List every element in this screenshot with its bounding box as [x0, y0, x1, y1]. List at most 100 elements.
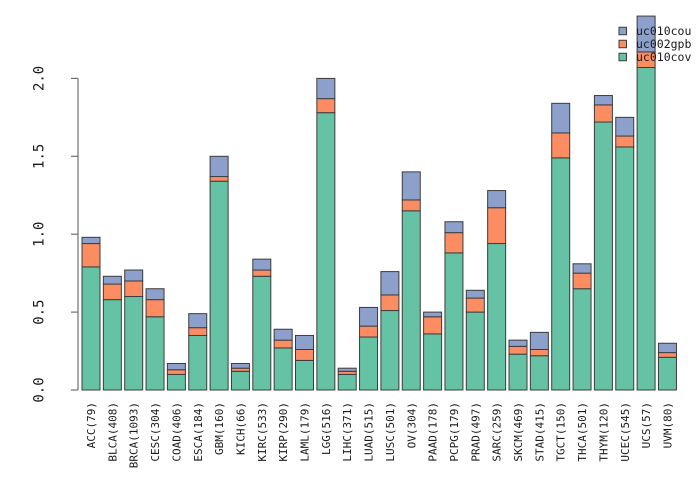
- bar-segment-uc010cou: [615, 116, 635, 137]
- x-category-label: LUSC(501): [384, 402, 397, 462]
- bar-segment-uc010cou: [551, 102, 571, 134]
- x-category-label: KICH(66): [234, 402, 247, 455]
- bar-segment-uc010cou: [465, 289, 485, 299]
- x-category-label: PRAD(497): [469, 402, 482, 462]
- x-category-label: GBM(160): [213, 402, 226, 455]
- bar-segment-uc002gpb: [209, 176, 229, 182]
- x-category-label: PCPG(179): [448, 402, 461, 462]
- bar-segment-uc002gpb: [465, 297, 485, 313]
- x-category-label: BLCA(408): [106, 402, 119, 462]
- bar-segment-uc002gpb: [401, 199, 421, 212]
- x-category-label: CESC(304): [149, 402, 162, 462]
- bar-segment-uc002gpb: [316, 98, 336, 114]
- bar-segment-uc002gpb: [252, 269, 272, 277]
- bar-segment-uc002gpb: [273, 339, 293, 349]
- bar-segment-uc010cov: [401, 210, 421, 391]
- bar-segment-uc010cou: [508, 339, 528, 347]
- bar-segment-uc010cou: [423, 311, 443, 318]
- bar-segment-uc002gpb: [423, 316, 443, 335]
- bar-segment-uc010cov: [145, 316, 165, 391]
- bar-segment-uc002gpb: [188, 327, 208, 336]
- bar-segment-uc002gpb: [529, 348, 549, 357]
- bar-segment-uc010cov: [551, 157, 571, 391]
- y-tick-label: 1.0: [32, 222, 48, 247]
- bar-segment-uc010cou: [529, 331, 549, 350]
- bar-segment-uc002gpb: [359, 325, 379, 338]
- bar-segment-uc010cou: [209, 155, 229, 178]
- legend-label: uc010cou: [636, 24, 691, 38]
- bar-segment-uc010cou: [124, 269, 144, 282]
- bar-segment-uc002gpb: [657, 352, 677, 358]
- bar-segment-uc010cou: [252, 258, 272, 271]
- bar-segment-uc010cou: [230, 363, 250, 369]
- bar-segment-uc010cov: [188, 334, 208, 391]
- x-category-label: UCEC(545): [619, 402, 632, 462]
- x-category-label: KIRC(533): [256, 402, 269, 462]
- bar-segment-uc002gpb: [487, 207, 507, 245]
- bar-segment-uc002gpb: [380, 294, 400, 312]
- bar-segment-uc002gpb: [444, 232, 464, 254]
- x-category-label: BRCA(1093): [128, 402, 141, 468]
- bar-segment-uc010cov: [81, 266, 101, 391]
- x-category-label: OV(304): [405, 402, 418, 448]
- x-category-label: SKCM(469): [512, 402, 525, 462]
- bar-segment-uc002gpb: [166, 369, 186, 375]
- bar-segment-uc010cov: [209, 180, 229, 391]
- bar-segment-uc010cou: [359, 306, 379, 327]
- bar-segment-uc010cou: [273, 328, 293, 341]
- bar-segment-uc010cou: [636, 15, 656, 53]
- bar-segment-uc002gpb: [508, 345, 528, 355]
- x-category-label: ACC(79): [85, 402, 98, 448]
- bar-segment-uc010cov: [230, 370, 250, 391]
- x-category-label: ESCA(184): [192, 402, 205, 462]
- bar-segment-uc010cov: [359, 336, 379, 391]
- bar-segment-uc010cov: [337, 373, 357, 391]
- x-category-label: THYM(120): [597, 402, 610, 462]
- bar-segment-uc002gpb: [81, 243, 101, 268]
- bar-segment-uc002gpb: [593, 104, 613, 123]
- bar-segment-uc010cou: [401, 171, 421, 201]
- bar-segment-uc010cov: [316, 112, 336, 391]
- bar-segment-uc002gpb: [124, 280, 144, 298]
- bar-segment-uc010cov: [252, 275, 272, 391]
- bar-segment-uc010cou: [166, 363, 186, 371]
- x-category-label: LUAD(515): [363, 402, 376, 462]
- legend-label: uc010cov: [636, 50, 691, 64]
- bar-segment-uc010cou: [316, 77, 336, 100]
- x-category-label: TGCT(150): [555, 402, 568, 462]
- x-category-label: KIRP(290): [277, 402, 290, 462]
- x-category-label: LAML(179): [299, 402, 312, 462]
- bar-segment-uc010cov: [124, 296, 144, 391]
- bar-segment-uc010cou: [145, 288, 165, 301]
- legend-label: uc002gpb: [636, 37, 691, 51]
- bar-segment-uc002gpb: [572, 272, 592, 290]
- x-category-label: PAAD(178): [427, 402, 440, 462]
- y-tick-label: 0.5: [32, 299, 48, 324]
- bar-segment-uc010cov: [465, 311, 485, 391]
- bar-segment-uc010cou: [188, 313, 208, 329]
- bar-segment-uc010cou: [380, 271, 400, 296]
- x-category-label: SARC(259): [491, 402, 504, 462]
- bar-segment-uc010cou: [337, 367, 357, 372]
- x-category-label: UCS(57): [640, 402, 653, 448]
- bar-segment-uc010cov: [295, 359, 314, 391]
- bar-segment-uc010cov: [273, 347, 293, 391]
- bar-segment-uc010cov: [102, 299, 122, 391]
- bar-segment-uc002gpb: [615, 135, 635, 148]
- x-category-label: LIHC(371): [341, 402, 354, 462]
- bar-segment-uc010cov: [166, 373, 186, 391]
- x-category-label: COAD(406): [170, 402, 183, 462]
- legend-swatch-uc010cov: [618, 52, 627, 62]
- y-tick-label: 0.0: [32, 377, 48, 402]
- bar-segment-uc010cov: [444, 252, 464, 391]
- legend-swatch-uc010cou: [618, 26, 627, 36]
- bar-segment-uc010cou: [444, 221, 464, 234]
- bar-segment-uc010cou: [295, 334, 314, 350]
- bar-segment-uc002gpb: [551, 132, 571, 159]
- x-category-label: STAD(415): [533, 402, 546, 462]
- bar-segment-uc002gpb: [145, 299, 165, 318]
- bar-segment-uc010cov: [529, 355, 549, 391]
- bar-segment-uc010cou: [81, 236, 101, 245]
